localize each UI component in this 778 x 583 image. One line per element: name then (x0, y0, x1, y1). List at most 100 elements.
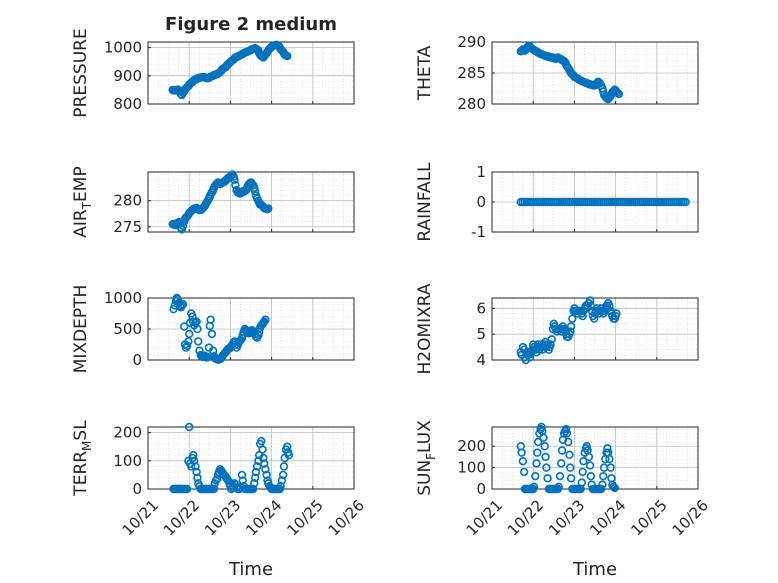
axes-frame (491, 171, 699, 233)
y-tick-label: 5 (476, 325, 486, 343)
data-point (250, 183, 259, 192)
data-point (557, 459, 566, 468)
y-tick-label: 0 (132, 480, 142, 498)
y-tick-label: 200 (457, 437, 486, 455)
x-axis-label: Time (228, 559, 273, 580)
y-tick-label: 900 (113, 67, 142, 85)
data-point (169, 304, 178, 314)
data-point (180, 322, 189, 331)
data-point (185, 329, 194, 339)
y-axis-label: AIRTEMP (71, 166, 94, 237)
data-point (284, 450, 294, 460)
y-tick-label: 275 (113, 218, 142, 236)
data-point (566, 463, 575, 472)
y-axis-label: THETA (415, 45, 435, 101)
data-point (248, 484, 258, 494)
data-point (599, 471, 608, 481)
data-point (250, 479, 259, 488)
data-point (177, 225, 186, 234)
axes-frame (147, 41, 355, 105)
y-axis-label: RAINFALL (415, 162, 435, 242)
axes-h2omixra: 4 5 6 H2OMIXRA (415, 283, 699, 375)
y-tick-label: 100 (457, 459, 486, 477)
data-point (547, 335, 556, 344)
data-point (578, 467, 587, 477)
data-point (178, 300, 188, 309)
data-point (193, 473, 202, 482)
data-point (518, 457, 528, 466)
data-point (257, 436, 266, 446)
data-point (564, 437, 573, 447)
data-point (568, 314, 577, 323)
data-point (252, 462, 262, 471)
data-point (582, 442, 591, 451)
data-point (262, 470, 271, 480)
data-point (259, 453, 268, 463)
data-point (250, 187, 260, 196)
data-point (173, 295, 182, 304)
data-point (610, 483, 619, 493)
data-point (208, 346, 218, 355)
data-point (605, 301, 614, 310)
data-point (209, 484, 219, 494)
y-tick-label: 100 (113, 452, 142, 470)
data-point (189, 450, 198, 460)
data-point (206, 315, 215, 324)
data-point (606, 463, 615, 472)
y-tick-label: 0 (476, 480, 486, 498)
data-point (238, 476, 247, 485)
data-point (230, 175, 239, 185)
y-axis-label: H2OMIXRA (415, 283, 435, 374)
y-tick-label: 1000 (104, 289, 142, 307)
axes-air-temp: 275 280 AIRTEMP (71, 166, 355, 238)
data-point (561, 424, 571, 434)
axes-rainfall: -1 0 1 RAINFALL (415, 162, 699, 242)
axes-mixdepth: 0 500 1000 MIXDEPTH (71, 285, 355, 374)
data-point (251, 467, 261, 477)
data-point (614, 89, 624, 99)
axes-frame (491, 297, 699, 361)
data-point (192, 467, 201, 477)
data-point (279, 462, 289, 471)
data-point (542, 463, 551, 472)
data-point (519, 467, 529, 477)
data-point (247, 179, 257, 188)
y-tick-label: 280 (113, 192, 142, 210)
data-point (539, 433, 548, 442)
data-point (598, 480, 607, 489)
data-point (525, 353, 535, 362)
y-tick-label: 1 (476, 163, 486, 181)
data-point (584, 452, 594, 462)
y-tick-label: 1000 (104, 39, 142, 57)
y-axis-label: MIXDEPTH (71, 285, 91, 374)
axes-pressure: 800 900 1000 PRESSURE (71, 28, 355, 118)
data-point (277, 476, 287, 485)
data-point (585, 461, 595, 470)
data-point (612, 309, 621, 318)
data-point (603, 444, 612, 453)
y-tick-label: 0 (476, 193, 486, 211)
y-tick-label: 200 (113, 424, 142, 442)
data-point (517, 448, 526, 457)
data-point (557, 446, 567, 455)
data-point (541, 452, 550, 462)
data-point (554, 482, 563, 492)
data-point (537, 422, 546, 432)
data-point (259, 459, 269, 468)
data-point (529, 482, 539, 492)
data-point (194, 337, 203, 346)
y-tick-label: 280 (457, 95, 486, 113)
data-point (565, 450, 574, 459)
data-point (193, 324, 202, 334)
data-point (182, 341, 192, 350)
data-point (577, 478, 587, 487)
data-point (596, 484, 606, 494)
data-point (681, 197, 690, 207)
data-point (283, 51, 292, 61)
data-point (562, 429, 572, 438)
axes-frame (147, 171, 355, 233)
y-tick-label: 800 (113, 95, 142, 113)
data-point (250, 473, 260, 482)
